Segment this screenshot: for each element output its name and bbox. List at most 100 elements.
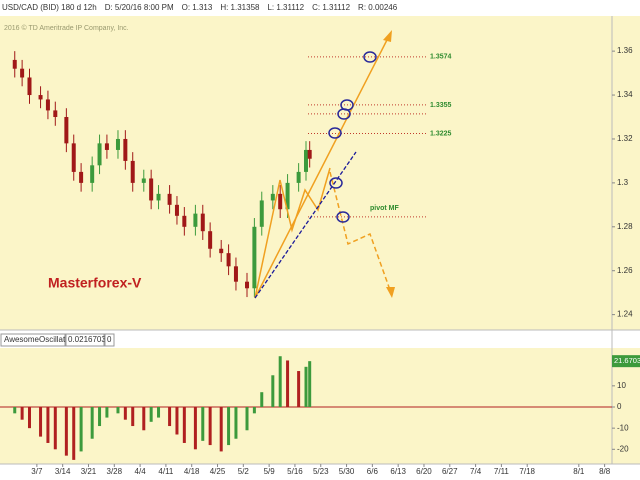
candle-body <box>200 213 205 232</box>
candle-body <box>296 171 301 183</box>
candle-body <box>79 171 84 183</box>
arrow-head <box>386 287 395 298</box>
header-item: USD/CAD (BID) 180 d 12h <box>2 3 97 12</box>
candle-body <box>97 143 102 166</box>
x-tick-label: 7/11 <box>494 467 510 476</box>
y-tick-label: 1.26 <box>617 266 633 275</box>
oscillator-bar <box>168 407 172 427</box>
marker <box>336 211 350 223</box>
x-tick-label: 4/4 <box>135 467 147 476</box>
x-tick-label: 6/6 <box>367 467 379 476</box>
x-tick-label: 4/25 <box>210 467 226 476</box>
marker <box>337 108 351 120</box>
candle-body <box>53 110 58 118</box>
oscillator-bar <box>227 407 231 446</box>
oscillator-bar <box>116 407 120 414</box>
candle-body <box>219 248 224 254</box>
oscillator-bar <box>131 407 135 427</box>
watermark: 2016 © TD Ameritrade IP Company, Inc. <box>4 24 129 32</box>
brand-label: Masterforex-V <box>48 275 142 291</box>
candle-body <box>278 193 283 210</box>
x-tick-label: 6/13 <box>390 467 406 476</box>
header-item: C: 1.31112 <box>312 3 351 12</box>
oscillator-bar <box>304 366 308 407</box>
trend-line <box>254 151 357 299</box>
oscillator-bar <box>271 375 275 407</box>
x-tick-label: 3/21 <box>81 467 97 476</box>
x-tick-label: 7/4 <box>470 467 482 476</box>
y-tick-label: 1.36 <box>617 46 633 55</box>
candle-body <box>226 253 231 267</box>
oscillator-bar <box>64 407 68 456</box>
oscillator-bar <box>260 392 264 407</box>
y-tick-label: 1.28 <box>617 222 633 231</box>
label-box <box>65 333 105 347</box>
oscillator-bar <box>175 407 179 435</box>
oscillator-panel <box>0 348 640 464</box>
x-tick-label: 8/8 <box>599 467 611 476</box>
oscillator-bar <box>90 407 94 439</box>
x-tick-label: 5/2 <box>238 467 250 476</box>
last-value-label: 21.6703 <box>614 356 640 365</box>
oscillator-bar <box>234 407 238 439</box>
y-tick-label: -10 <box>617 423 629 432</box>
oscillator-bar <box>79 407 83 452</box>
oscillator-header: AwesomeOscillator 0.0216703 0 <box>0 333 115 347</box>
oscillator-bar <box>142 407 146 431</box>
candle-body <box>12 59 17 69</box>
candle-body <box>115 138 120 150</box>
candle-body <box>71 143 76 172</box>
candle-body <box>20 68 25 78</box>
y-tick-label: 1.24 <box>617 310 633 319</box>
candle-body <box>259 200 264 227</box>
oscillator-bar <box>182 407 186 443</box>
candle-body <box>182 215 187 227</box>
candle-body <box>304 149 308 172</box>
header-item: D: 5/20/16 8:00 PM <box>105 3 174 12</box>
candle-body <box>193 213 198 227</box>
candle-body <box>141 178 146 183</box>
candle-body <box>130 160 135 183</box>
down-scenario <box>329 171 391 291</box>
oscillator-bar <box>308 361 312 407</box>
x-tick-label: 5/9 <box>264 467 276 476</box>
candle-body <box>104 143 109 150</box>
x-tick-label: 5/16 <box>287 467 303 476</box>
oscillator-bar <box>297 371 301 407</box>
label-box <box>0 333 66 347</box>
oscillator-bar <box>278 356 282 407</box>
header-item: R: 0.00246 <box>358 3 398 12</box>
oscillator-bar <box>53 407 57 450</box>
oscillator-value: 0.0216703 <box>68 335 106 344</box>
y-tick-label: 0 <box>617 402 622 411</box>
label-box <box>104 333 115 347</box>
x-tick-label: 5/30 <box>339 467 355 476</box>
candle-body <box>27 77 32 96</box>
y-tick-label: 10 <box>617 381 626 390</box>
candle-body <box>233 266 238 282</box>
marker <box>328 127 342 139</box>
x-tick-label: 6/20 <box>416 467 432 476</box>
y-tick-label: 1.32 <box>617 134 633 143</box>
candle-body <box>64 117 69 144</box>
x-tick-label: 3/14 <box>55 467 71 476</box>
candle-body <box>270 193 275 201</box>
markers <box>328 51 377 223</box>
oscillator-name: AwesomeOscillator <box>4 335 73 344</box>
candle-body <box>252 226 257 289</box>
oscillator-param: 0 <box>107 335 112 344</box>
candle-body <box>156 193 161 201</box>
drawings <box>254 30 395 299</box>
oscillator-bar <box>123 407 127 420</box>
arrow-head <box>383 30 392 42</box>
y-tick-label: 1.34 <box>617 90 633 99</box>
price-panel <box>0 16 640 330</box>
last-value-box <box>612 355 640 368</box>
oscillator-bar <box>208 407 212 446</box>
candle-body <box>245 281 250 289</box>
candle-body <box>167 193 172 205</box>
x-tick-label: 6/27 <box>442 467 458 476</box>
oscillator-bar <box>98 407 102 427</box>
oscillator-bar <box>219 407 223 452</box>
oscillator-bar <box>46 407 50 443</box>
